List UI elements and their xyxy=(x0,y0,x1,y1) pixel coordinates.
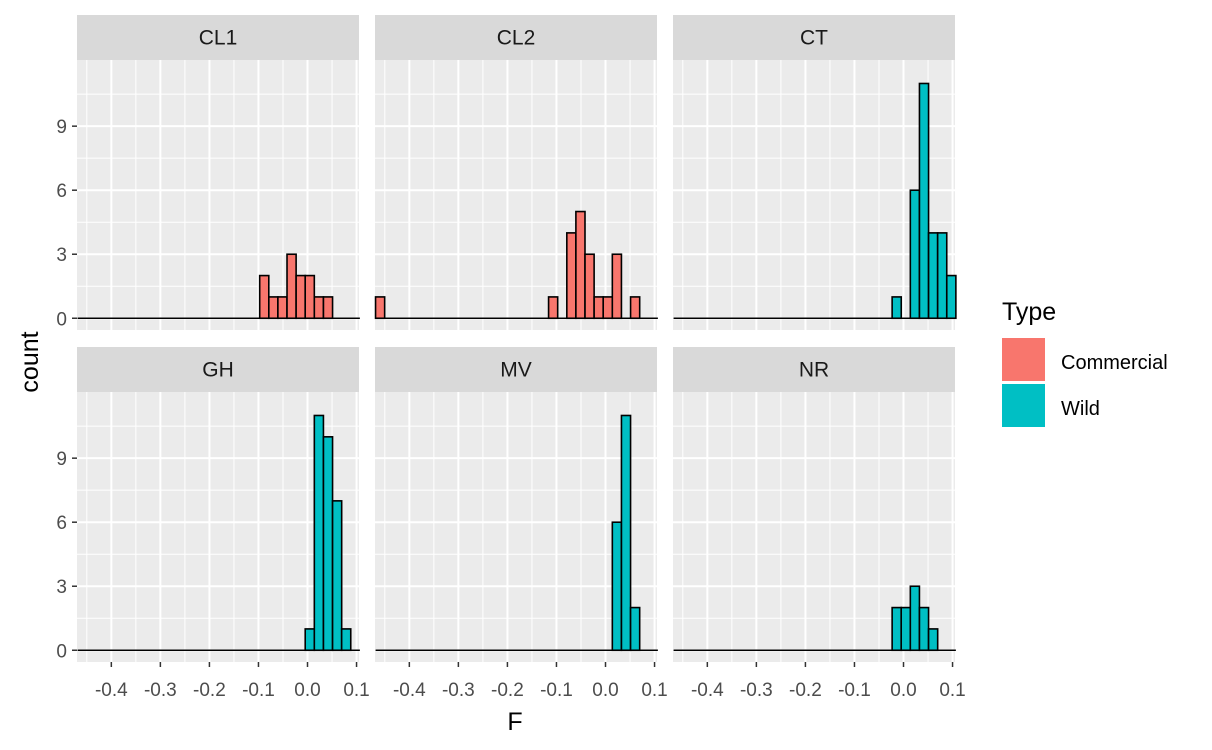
facet-strip-label: CL2 xyxy=(497,27,536,50)
histogram-bar xyxy=(258,274,270,320)
x-tick-label: -0.2 xyxy=(789,680,822,701)
y-axis-title-group: count xyxy=(16,331,44,392)
x-tick-label: -0.4 xyxy=(691,680,724,701)
facet-nr: NR -0.4 -0.3 -0.2 -0.1 0.0 0.1 xyxy=(673,347,966,701)
histogram-bar xyxy=(566,232,577,320)
y-tick-label: 9 xyxy=(56,117,67,138)
histogram-bar xyxy=(909,189,921,320)
histogram-bar xyxy=(629,296,641,320)
facet-strip-label: CT xyxy=(800,27,828,50)
panel-background xyxy=(375,60,657,330)
x-tick-label: -0.3 xyxy=(442,680,475,701)
legend: Type Commercial Wild xyxy=(1002,298,1168,427)
x-tick-label: -0.1 xyxy=(540,680,573,701)
x-tick-label: 0.0 xyxy=(890,680,916,701)
histogram-bar xyxy=(304,274,316,320)
x-tick-label: 0.1 xyxy=(641,680,667,701)
facet-gh: GH 0 3 6 9 -0.4 -0.3 -0.2 -0.1 0.0 0.1 xyxy=(56,347,370,701)
histogram-bar xyxy=(945,274,957,320)
x-tick-label: -0.4 xyxy=(95,680,128,701)
y-tick-label: 3 xyxy=(56,577,67,598)
histogram-bar xyxy=(611,253,623,320)
histogram-bar xyxy=(304,628,316,652)
x-axis-title: F xyxy=(507,708,522,736)
histogram-bar xyxy=(286,253,297,320)
panel-background xyxy=(77,60,359,330)
facet-cl2: CL2 xyxy=(374,15,658,330)
x-tick-label: -0.1 xyxy=(242,680,275,701)
y-tick-label: 9 xyxy=(56,449,67,470)
panel-background xyxy=(77,392,359,662)
x-tick-label: 0.1 xyxy=(343,680,369,701)
x-tick-label: 0.1 xyxy=(939,680,965,701)
histogram-bar xyxy=(547,296,559,320)
histogram-bar xyxy=(313,296,325,320)
panel-background xyxy=(375,392,657,662)
x-tick-label: -0.3 xyxy=(144,680,177,701)
facet-strip-label: CL1 xyxy=(199,27,238,50)
histogram-bar xyxy=(593,296,605,320)
facet-panels: CL1 0 3 6 9 CL2 CT GH 0 3 6 9 -0.4 -0.3 -0.2 -0.1 0.0 0.1… xyxy=(56,15,966,701)
legend-key-wild xyxy=(1002,384,1045,427)
x-tick-label: -0.2 xyxy=(491,680,524,701)
histogram-bar xyxy=(322,436,334,652)
y-tick-label: 3 xyxy=(56,245,67,266)
x-tick-label: -0.1 xyxy=(838,680,871,701)
histogram-bar xyxy=(575,210,586,320)
facet-strip xyxy=(673,15,955,60)
x-tick-label: -0.2 xyxy=(193,680,226,701)
histogram-bar xyxy=(927,232,939,320)
histogram-bar xyxy=(374,296,386,320)
histogram-bar xyxy=(620,414,632,652)
x-tick-label: -0.4 xyxy=(393,680,426,701)
x-tick-label: 0.0 xyxy=(592,680,618,701)
y-tick-label: 0 xyxy=(56,641,67,662)
legend-label-commercial: Commercial xyxy=(1061,352,1168,374)
histogram-bar xyxy=(602,296,614,320)
histogram-bar xyxy=(277,296,288,320)
histogram-bar xyxy=(611,521,623,652)
histogram-bar xyxy=(891,606,903,652)
y-tick-label: 6 xyxy=(56,181,67,202)
histogram-bar xyxy=(891,296,903,320)
x-tick-label: -0.3 xyxy=(740,680,773,701)
facet-strip xyxy=(77,15,359,60)
facet-strip xyxy=(673,347,955,392)
histogram-bar xyxy=(629,606,641,652)
histogram-bar xyxy=(900,606,912,652)
facet-cl1: CL1 0 3 6 9 xyxy=(56,15,360,330)
histogram-bar xyxy=(918,82,930,320)
legend-key-commercial xyxy=(1002,338,1045,381)
facet-strip xyxy=(77,347,359,392)
y-tick-label: 6 xyxy=(56,513,67,534)
legend-title: Type xyxy=(1002,298,1056,326)
histogram-bar xyxy=(340,628,352,652)
facet-strip xyxy=(375,347,657,392)
facet-strip xyxy=(375,15,657,60)
legend-label-wild: Wild xyxy=(1061,398,1100,420)
facet-strip-label: GH xyxy=(202,359,234,382)
histogram-bar xyxy=(918,606,930,652)
histogram-bar xyxy=(268,296,279,320)
panel-background xyxy=(673,60,955,330)
histogram-bar xyxy=(313,414,325,652)
histogram-bar xyxy=(927,628,939,652)
facet-strip-label: MV xyxy=(500,359,532,382)
histogram-bar xyxy=(584,253,595,320)
facet-mv: MV -0.4 -0.3 -0.2 -0.1 0.0 0.1 xyxy=(375,347,668,701)
y-axis-title: count xyxy=(16,331,44,392)
histogram-bar xyxy=(936,232,948,320)
facet-strip-label: NR xyxy=(799,359,829,382)
y-tick-label: 0 xyxy=(56,309,67,330)
histogram-bar xyxy=(331,500,343,652)
x-tick-label: 0.0 xyxy=(294,680,320,701)
histogram-bar xyxy=(322,296,334,320)
facet-ct: CT xyxy=(673,15,957,330)
histogram-bar xyxy=(295,274,307,320)
histogram-bar xyxy=(909,585,921,652)
